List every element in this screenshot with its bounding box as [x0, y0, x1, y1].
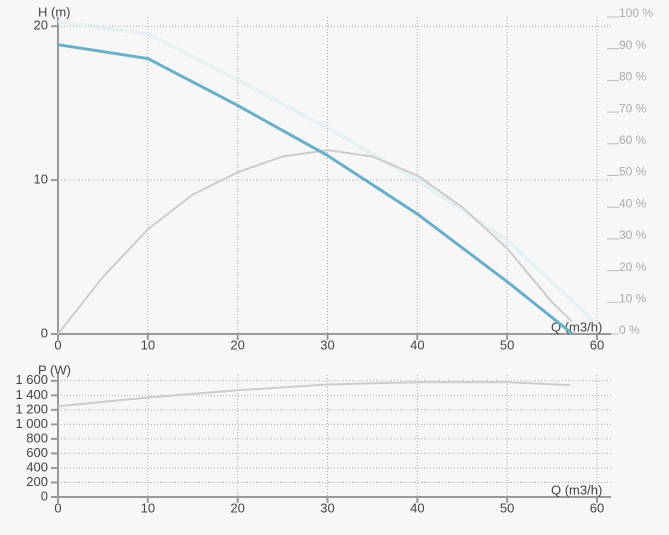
- y-tick-label: 0: [41, 488, 48, 503]
- curve: [57, 43, 574, 336]
- x-tick-label: 50: [500, 337, 514, 352]
- x-tick-label: 0: [54, 337, 61, 352]
- y2-tick-label: 20 %: [619, 260, 647, 274]
- y-axis-label: H (m): [38, 4, 71, 19]
- y-tick-label: 800: [26, 430, 48, 445]
- x-tick-label: 50: [500, 500, 514, 515]
- curve: [57, 149, 573, 335]
- y2-tick-label: 10 %: [619, 291, 647, 305]
- x-tick-label: 0: [54, 500, 61, 515]
- y2-tick-label: 100 %: [619, 6, 653, 20]
- y2-tick-label: 50 %: [619, 165, 647, 179]
- curve: [57, 19, 594, 322]
- y-tick-label: 600: [26, 445, 48, 460]
- x-tick-label: 60: [590, 500, 604, 515]
- y-tick-label: 0: [41, 325, 48, 340]
- x-tick-label: 30: [320, 337, 334, 352]
- x-tick-label: 30: [320, 500, 334, 515]
- x-tick-label: 20: [230, 337, 244, 352]
- x-tick-label: 20: [230, 500, 244, 515]
- y-tick-label: 20: [34, 18, 48, 33]
- y-tick-label: 1 600: [15, 372, 48, 387]
- x-tick-label: 10: [141, 337, 155, 352]
- y2-tick-label: 40 %: [619, 196, 647, 210]
- x-tick-label: 40: [410, 337, 424, 352]
- x-axis-label: Q (m3/h): [551, 482, 602, 497]
- y-tick-label: 1 400: [15, 387, 48, 402]
- y-tick-label: 10: [34, 172, 48, 187]
- x-tick-label: 40: [410, 500, 424, 515]
- y2-tick-label: 30 %: [619, 228, 647, 242]
- y2-tick-label: 70 %: [619, 101, 647, 115]
- y2-tick-label: 80 %: [619, 70, 647, 84]
- x-axis-label: Q (m3/h): [551, 319, 602, 334]
- y-tick-label: 200: [26, 474, 48, 489]
- y-tick-label: 400: [26, 459, 48, 474]
- y-tick-label: 1 200: [15, 401, 48, 416]
- x-tick-label: 10: [141, 500, 155, 515]
- y2-tick-label: 90 %: [619, 38, 647, 52]
- y2-tick-label: 60 %: [619, 133, 647, 147]
- x-tick-label: 60: [590, 337, 604, 352]
- y-axis-label: P (W): [38, 362, 71, 377]
- curve: [57, 381, 571, 408]
- y2-tick-label: 0 %: [619, 323, 640, 337]
- y-tick-label: 1 000: [15, 416, 48, 431]
